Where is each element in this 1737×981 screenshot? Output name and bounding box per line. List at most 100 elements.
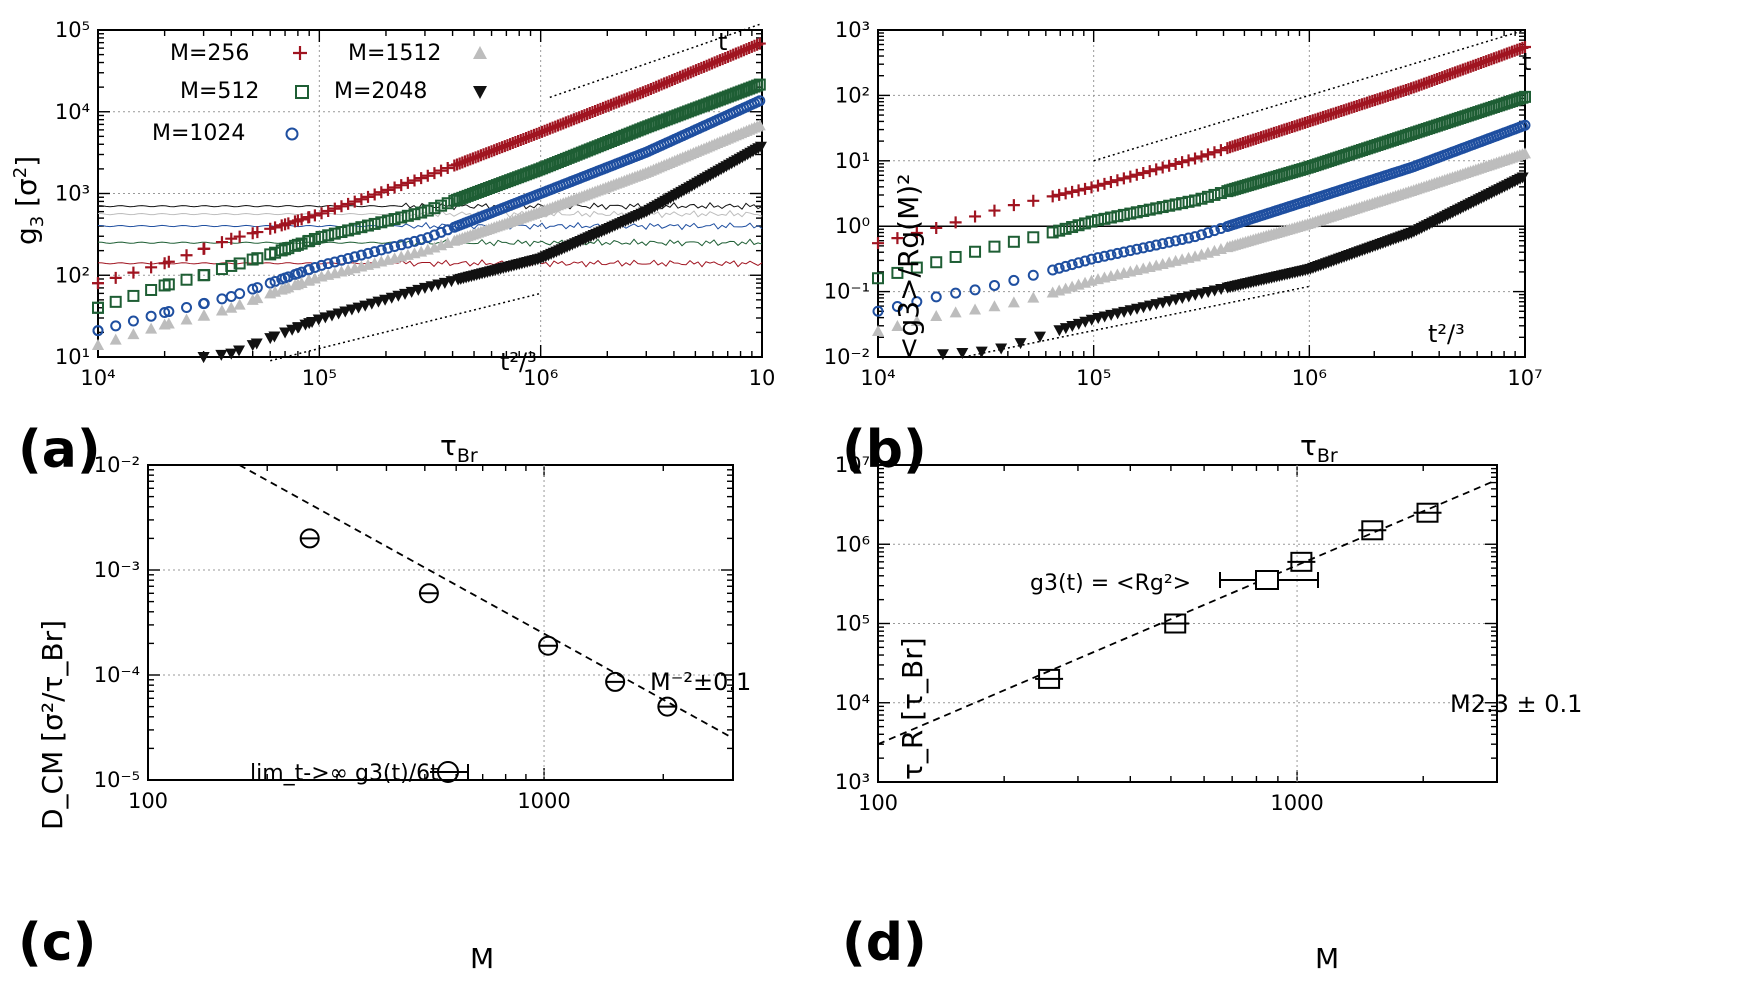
legend-m2048-marker bbox=[473, 86, 487, 99]
a-marker-m256 bbox=[658, 77, 671, 90]
a-marker-m256 bbox=[395, 179, 408, 192]
a-frame bbox=[97, 29, 763, 358]
b-marker-m2048 bbox=[1516, 172, 1529, 184]
a-marker-m512 bbox=[368, 217, 381, 230]
a-marker-m256 bbox=[668, 72, 681, 85]
b-marker-m256 bbox=[1085, 181, 1098, 194]
a-marker-m2048 bbox=[286, 324, 299, 336]
b-marker-m512 bbox=[1182, 195, 1195, 208]
b-marker-m1024 bbox=[930, 291, 942, 303]
a-marker-m512 bbox=[302, 235, 315, 248]
b-marker-m512 bbox=[1072, 219, 1085, 232]
a-marker-m2048 bbox=[279, 327, 292, 339]
d-frame bbox=[877, 464, 1498, 783]
c-ytick-label: 10⁻² bbox=[94, 453, 140, 477]
a-marker-m1024 bbox=[375, 244, 387, 256]
a-marker-m2048 bbox=[438, 277, 451, 289]
legend-m1024-label: M=1024 bbox=[152, 121, 245, 146]
b-marker-m256 bbox=[1195, 150, 1208, 163]
b-marker-m256 bbox=[1117, 172, 1130, 185]
b-marker-m512 bbox=[1201, 190, 1214, 203]
d-xtick-label: 100 bbox=[858, 791, 898, 815]
panel-label-b: (b) bbox=[842, 420, 927, 480]
a-marker-m1024 bbox=[369, 246, 381, 258]
b-marker-m1512 bbox=[891, 319, 904, 331]
a-marker-m2048 bbox=[250, 338, 263, 350]
b-marker-m256 bbox=[1104, 176, 1117, 189]
a-marker-m512 bbox=[348, 222, 361, 235]
c-legend-label: lim_t->∞ g3(t)/6t bbox=[250, 761, 439, 786]
a-xtick-label: 10 bbox=[749, 366, 776, 390]
panel-d: 100 1000 10³ 10⁴ 10⁵ 10⁶ 10⁷ bbox=[835, 453, 1498, 815]
a-marker-m2048 bbox=[372, 296, 385, 308]
a-marker-m1024 bbox=[409, 235, 421, 247]
b-marker-m1512 bbox=[910, 314, 923, 326]
a-marker-m2048 bbox=[432, 279, 445, 291]
b-marker-m1024 bbox=[950, 287, 962, 299]
b-marker-m1024 bbox=[1008, 274, 1020, 286]
b-marker-m1024 bbox=[1047, 264, 1059, 276]
b-marker-m1024 bbox=[1163, 236, 1175, 248]
d-ytick-label: 10⁵ bbox=[835, 612, 870, 636]
b-marker-m256 bbox=[1169, 157, 1182, 170]
a-marker-m512 bbox=[328, 227, 341, 240]
b-marker-m1512 bbox=[930, 310, 943, 322]
b-marker-m1024 bbox=[1053, 262, 1065, 274]
panel-c: 100 1000 10⁻⁵ 10⁻⁴ 10⁻³ 10⁻² bbox=[94, 453, 734, 813]
a-marker-m512 bbox=[295, 237, 308, 250]
a-marker-m512 bbox=[401, 209, 414, 222]
a-marker-m256 bbox=[644, 82, 657, 95]
b-marker-m1024 bbox=[1176, 233, 1188, 245]
a-marker-m1512 bbox=[233, 298, 246, 310]
a-marker-m256 bbox=[308, 209, 321, 222]
a-marker-m512 bbox=[753, 78, 766, 91]
c-frame bbox=[147, 464, 734, 781]
a-marker-m1512 bbox=[215, 304, 228, 316]
a-marker-m2048 bbox=[215, 349, 228, 361]
a-marker-m1024 bbox=[289, 268, 301, 280]
b-marker-m1024 bbox=[1086, 253, 1098, 265]
b-xtick-label: 10⁷ bbox=[1507, 366, 1542, 390]
a-marker-m2048 bbox=[392, 290, 405, 302]
a-marker-m1512 bbox=[109, 333, 122, 345]
b-marker-m1024 bbox=[1144, 240, 1156, 252]
a-plateau-line bbox=[97, 238, 763, 247]
b-marker-m512 bbox=[1169, 198, 1182, 211]
a-marker-m256 bbox=[711, 55, 724, 68]
a-marker-m256 bbox=[408, 174, 421, 187]
d-ytick-label: 10⁶ bbox=[835, 532, 870, 556]
a-marker-m2048 bbox=[379, 294, 392, 306]
a-marker-m256 bbox=[162, 255, 175, 268]
a-marker-m2048 bbox=[365, 298, 378, 310]
a-marker-m256 bbox=[328, 202, 341, 215]
b-marker-m512 bbox=[1163, 199, 1176, 212]
b-marker-m256 bbox=[1137, 166, 1150, 179]
b-ytick-label: 10³ bbox=[835, 18, 870, 42]
a-marker-m256 bbox=[721, 50, 734, 63]
b-marker-m256 bbox=[1143, 165, 1156, 178]
a-marker-m256 bbox=[215, 236, 228, 249]
a-marker-m256 bbox=[708, 56, 721, 69]
c-fit-line bbox=[238, 464, 734, 740]
b-marker-m512 bbox=[1189, 194, 1202, 207]
a-marker-m1024 bbox=[198, 297, 210, 309]
a-marker-m1024 bbox=[389, 241, 401, 253]
a-marker-m2048 bbox=[412, 284, 425, 296]
a-marker-m256 bbox=[735, 45, 748, 58]
legend-m512-label: M=512 bbox=[180, 79, 259, 104]
a-marker-m256 bbox=[647, 81, 660, 94]
a-marker-m256 bbox=[225, 232, 238, 245]
a-marker-m1024 bbox=[435, 226, 447, 238]
a-marker-m512 bbox=[275, 244, 288, 257]
a-ytick-label: 10² bbox=[55, 263, 90, 287]
a-marker-m2048 bbox=[325, 310, 338, 322]
b-marker-m2048 bbox=[995, 343, 1008, 355]
b-marker-m256 bbox=[1098, 177, 1111, 190]
d-legend-marker bbox=[1255, 570, 1279, 590]
d-ylabel: τ_R [τ_Br] bbox=[896, 637, 929, 780]
a-marker-m256 bbox=[302, 211, 315, 224]
a-ytick-label: 10³ bbox=[55, 182, 90, 206]
a-marker-m1024 bbox=[110, 320, 122, 332]
b-marker-m512 bbox=[1098, 212, 1111, 225]
a-marker-m256 bbox=[401, 176, 414, 189]
